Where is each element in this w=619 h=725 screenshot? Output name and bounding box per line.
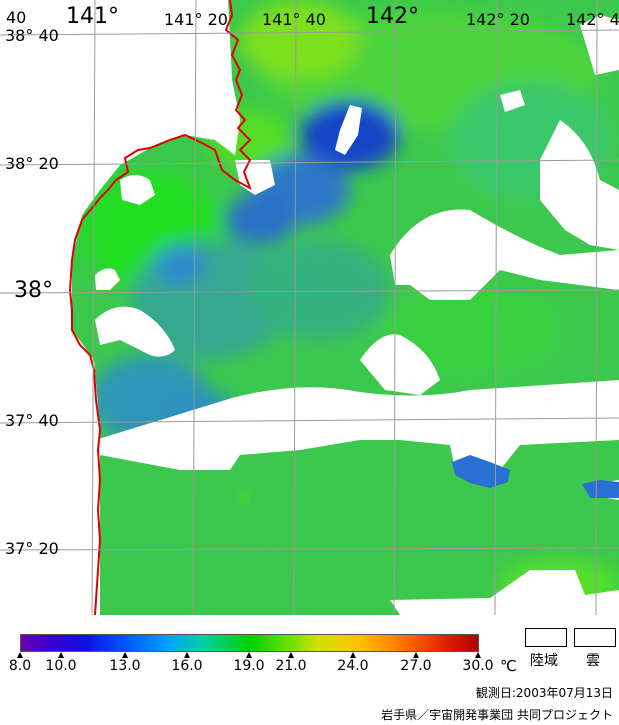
legend-tick-mark <box>475 652 481 658</box>
legend-tick-label: 16.0 <box>171 658 203 674</box>
land-swatch <box>525 628 567 647</box>
legend-tick-label: 19.0 <box>233 658 265 674</box>
land-area <box>0 0 240 615</box>
warm-patch <box>236 490 252 505</box>
cloud-label: 雲 <box>586 653 600 669</box>
legend-tick-label: 24.0 <box>337 658 369 674</box>
lon-label-141-40: 141° 40 <box>262 10 326 29</box>
lat-label-37-20: 37° 20 <box>5 539 59 558</box>
land-label: 陸域 <box>530 653 558 669</box>
legend-tick-label: 13.0 <box>109 658 141 674</box>
legend-tick-mark <box>184 652 190 658</box>
cool-patch <box>582 480 619 498</box>
legend-tick-mark <box>413 652 419 658</box>
temperature-unit: ℃ <box>500 657 517 675</box>
legend-tick-label: 10.0 <box>45 658 77 674</box>
legend-tick-mark <box>288 652 294 658</box>
cloud-swatch <box>574 628 616 647</box>
legend-tick-mark <box>58 652 64 658</box>
credit-line: 岩手県／宇宙開発事業団 共同プロジェクト <box>381 708 613 722</box>
legend-tick-mark <box>350 652 356 658</box>
legend-tick-label: 21.0 <box>275 658 307 674</box>
temperature-color-bar <box>20 634 479 652</box>
lat-label-38: 38° <box>14 278 53 303</box>
legend-tick-mark <box>17 652 23 658</box>
lon-label-141-20: 141° 20 <box>164 10 228 29</box>
legend-tick-label: 8.0 <box>8 658 32 674</box>
legend-tick-mark <box>246 652 252 658</box>
lon-label-142-40: 142° 4 <box>566 10 619 29</box>
sst-map <box>0 0 619 615</box>
sea-temperature-field <box>72 0 619 615</box>
legend-tick-label: 27.0 <box>400 658 432 674</box>
lon-label-141: 141° <box>66 4 119 29</box>
lat-lon-grid <box>0 0 619 615</box>
lat-label-37-40: 37° 40 <box>5 411 59 430</box>
observation-date: 観測日:2003年07月13日 <box>475 686 613 700</box>
legend-tick-label: 30.0 <box>462 658 494 674</box>
lat-label-38-20: 38° 20 <box>5 154 59 173</box>
legend-tick-mark <box>122 652 128 658</box>
corner-label: 40 <box>6 8 27 27</box>
lon-label-142-20: 142° 20 <box>466 10 530 29</box>
lat-label-38-40: 38° 40 <box>5 26 59 45</box>
coastline <box>68 0 252 615</box>
lon-label-142: 142° <box>366 4 419 29</box>
